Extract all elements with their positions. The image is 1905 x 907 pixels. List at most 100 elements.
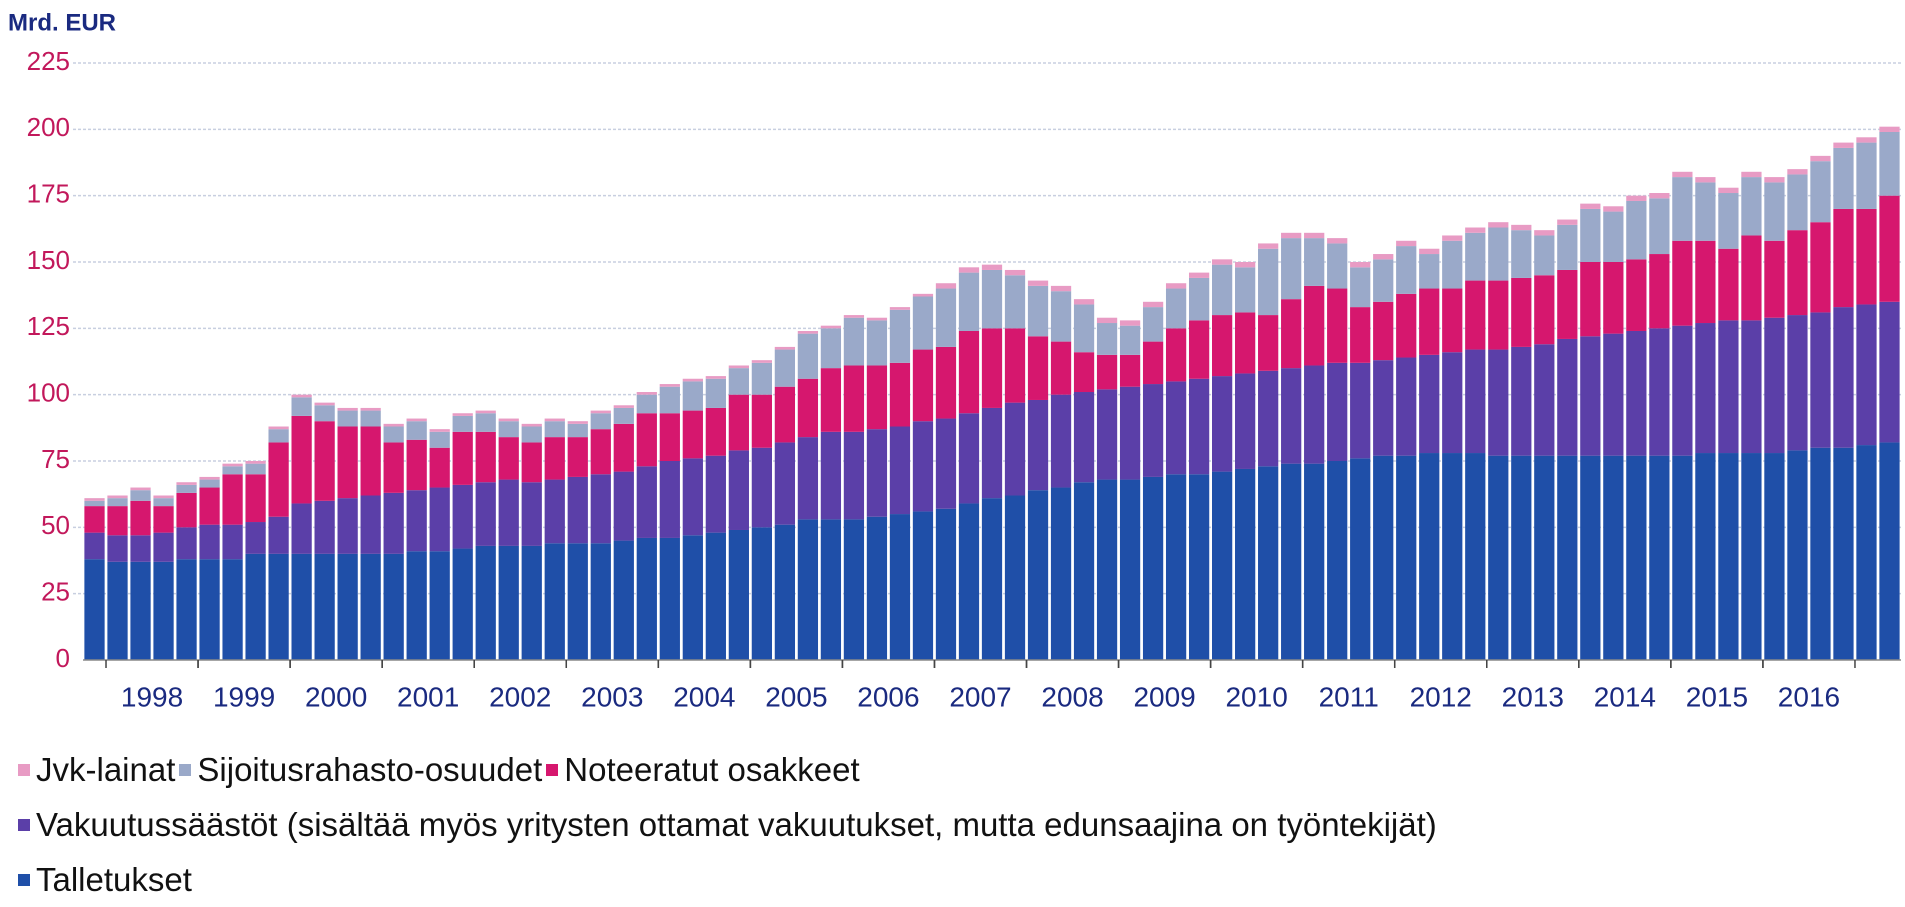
bar-segment: [797, 519, 819, 660]
bar-segment: [130, 535, 151, 562]
bar-segment: [659, 386, 680, 414]
bar-segment: [1626, 259, 1647, 331]
bar-segment: [429, 487, 450, 552]
bar-segment: [636, 413, 657, 467]
bar-segment: [1212, 471, 1233, 660]
bar-segment: [1327, 238, 1348, 244]
bar-segment: [1304, 238, 1325, 286]
bar-segment: [222, 466, 243, 475]
legend-swatch: [179, 764, 192, 777]
bar-segment: [1879, 442, 1900, 660]
bar-segment: [1073, 482, 1095, 660]
bar-segment: [1350, 262, 1371, 268]
bar-segment: [245, 522, 266, 554]
bar-segment: [1442, 453, 1463, 660]
legend-row: Jvk-lainat Sijoitusrahasto-osuudet Noteera…: [14, 742, 1437, 797]
y-tick-label: 150: [27, 245, 70, 275]
bar-segment: [1235, 312, 1256, 374]
bar-segment: [1856, 142, 1877, 209]
legend-label: Talletukset: [36, 861, 192, 898]
bar-segment: [705, 378, 726, 408]
bar-segment: [866, 365, 888, 430]
bar-segment: [1649, 455, 1670, 660]
bar-segment: [728, 394, 749, 451]
bar-segment: [1557, 219, 1578, 225]
bar-segment: [728, 529, 749, 660]
bar-segment: [475, 431, 496, 483]
x-tick-label: 2000: [305, 681, 367, 712]
bar-segment: [1557, 269, 1578, 339]
bar-segment: [1373, 455, 1394, 660]
legend-swatch: [546, 764, 559, 777]
x-tick-label: 2014: [1594, 681, 1656, 712]
bar-segment: [1419, 254, 1440, 289]
bar-segment: [1165, 283, 1187, 289]
bar-segment: [912, 293, 934, 297]
bar-segment: [613, 540, 634, 660]
bar-segment: [935, 508, 957, 660]
bar-segment: [1488, 455, 1509, 660]
bar-segment: [130, 490, 151, 501]
x-tick-label: 2003: [581, 681, 643, 712]
x-tick-label: 2001: [397, 681, 459, 712]
bar-segment: [1741, 171, 1762, 178]
bar-segment: [889, 362, 911, 427]
bar-segment: [981, 269, 1003, 329]
legend-label: Noteeratut osakkeet: [564, 751, 860, 788]
bar-segment: [475, 413, 496, 432]
bar-segment: [1073, 299, 1095, 305]
x-tick-label: 2004: [673, 681, 735, 712]
bar-segment: [590, 429, 611, 475]
x-tick-label: 1999: [213, 681, 275, 712]
bar-segment: [291, 503, 312, 554]
x-tick-label: 2011: [1319, 681, 1379, 712]
chart: Mrd. EUR 0 25 50 75 100 125 150 175 200 225 1998 19…: [8, 9, 1901, 712]
bar-segment: [797, 330, 819, 334]
bar-segment: [1096, 317, 1118, 324]
bar-segment: [1511, 224, 1532, 231]
bar-segment: [153, 495, 174, 499]
bar-segment: [590, 410, 611, 414]
bar-segment: [176, 482, 197, 485]
bar-segment: [291, 553, 312, 660]
bar-segment: [1396, 357, 1417, 456]
bar-segment: [383, 442, 404, 493]
y-tick-label: 0: [56, 643, 70, 673]
bar-segment: [1879, 126, 1900, 132]
bar-segment: [1649, 328, 1670, 456]
bar-segment: [981, 498, 1003, 660]
bar-segment: [567, 437, 588, 477]
bar-segment: [659, 384, 680, 387]
bar-segment: [1419, 248, 1440, 255]
bar-segment: [1672, 171, 1693, 178]
bar-segment: [1442, 240, 1463, 289]
bar-segment: [544, 418, 565, 422]
bar-segment: [544, 479, 565, 544]
bar-segment: [84, 532, 105, 560]
bar-segment: [1787, 450, 1808, 660]
bar-segment: [1879, 195, 1900, 302]
bar-segment: [1810, 161, 1831, 223]
bar-segment: [1695, 323, 1716, 454]
bar-segment: [1050, 487, 1072, 660]
bar-segment: [774, 524, 796, 660]
bar-segment: [659, 537, 680, 660]
bar-segment: [291, 397, 312, 416]
bar-segment: [682, 535, 703, 660]
bar-segment: [1488, 349, 1509, 456]
bar-segment: [659, 413, 680, 461]
bar-segment: [820, 328, 842, 369]
bar-segment: [199, 476, 220, 480]
bar-segment: [222, 524, 243, 560]
bar-segment: [475, 482, 496, 546]
bar-segment: [1004, 402, 1026, 496]
bar-segment: [1004, 275, 1026, 329]
bar-segment: [866, 429, 888, 517]
bar-segment: [1833, 447, 1854, 660]
bar-segment: [268, 429, 289, 443]
bar-segment: [1188, 320, 1210, 379]
bar-segment: [1281, 232, 1302, 239]
bar-segment: [544, 421, 565, 438]
bar-segment: [452, 431, 473, 485]
bar-segment: [337, 407, 358, 411]
